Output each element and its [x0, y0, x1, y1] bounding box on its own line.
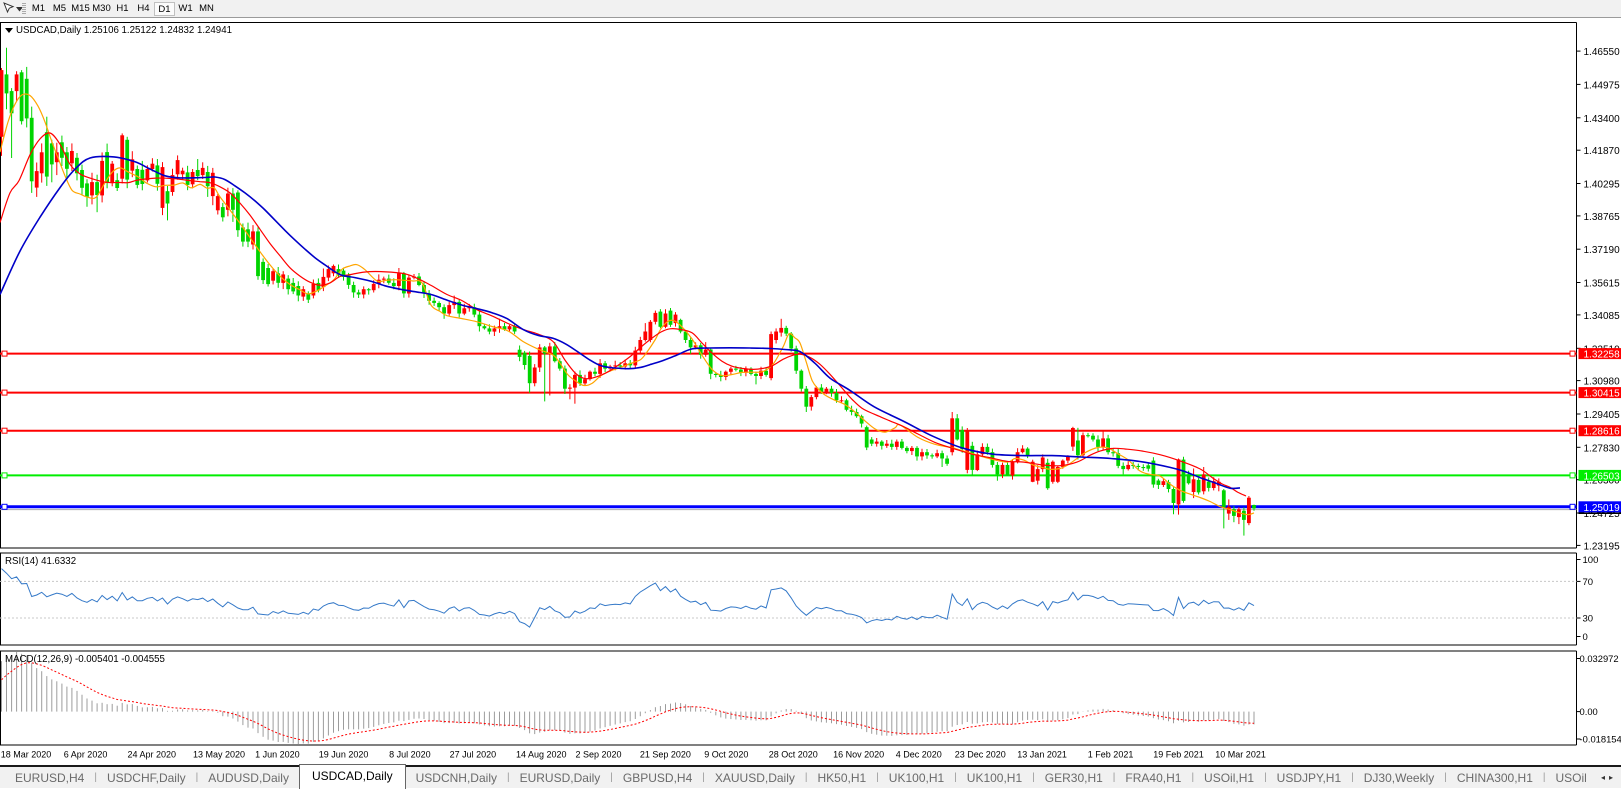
svg-text:-0.018154: -0.018154 — [1580, 734, 1621, 745]
svg-text:1.41870: 1.41870 — [1584, 146, 1621, 157]
svg-text:1.38765: 1.38765 — [1584, 212, 1621, 223]
svg-text:100: 100 — [1583, 555, 1599, 566]
svg-text:RSI(14) 41.6332: RSI(14) 41.6332 — [5, 556, 76, 567]
svg-text:MACD(12,26,9) -0.005401 -0.004: MACD(12,26,9) -0.005401 -0.004555 — [5, 654, 165, 665]
svg-text:1.28616: 1.28616 — [1584, 427, 1621, 438]
svg-text:6 Apr 2020: 6 Apr 2020 — [64, 750, 108, 760]
svg-text:1.25019: 1.25019 — [1584, 503, 1621, 514]
svg-text:13 May 2020: 13 May 2020 — [193, 750, 245, 760]
svg-text:23 Dec 2020: 23 Dec 2020 — [955, 750, 1006, 760]
svg-text:16 Nov 2020: 16 Nov 2020 — [833, 750, 884, 760]
svg-text:1.32258: 1.32258 — [1584, 350, 1621, 361]
svg-text:2 Sep 2020: 2 Sep 2020 — [576, 750, 622, 760]
svg-text:1.46550: 1.46550 — [1584, 47, 1621, 58]
svg-text:10 Mar 2021: 10 Mar 2021 — [1215, 750, 1266, 760]
svg-text:1.37190: 1.37190 — [1584, 245, 1621, 256]
svg-text:8 Jul 2020: 8 Jul 2020 — [389, 750, 431, 760]
svg-text:24 Apr 2020: 24 Apr 2020 — [128, 750, 177, 760]
svg-text:1.27830: 1.27830 — [1584, 443, 1621, 454]
svg-text:0: 0 — [1583, 632, 1588, 643]
svg-text:1.26503: 1.26503 — [1584, 471, 1621, 482]
svg-text:30: 30 — [1583, 614, 1594, 625]
svg-text:70: 70 — [1583, 577, 1594, 588]
svg-text:9 Oct 2020: 9 Oct 2020 — [704, 750, 748, 760]
svg-text:28 Oct 2020: 28 Oct 2020 — [769, 750, 818, 760]
svg-text:18 Mar 2020: 18 Mar 2020 — [1, 750, 52, 760]
svg-text:19 Jun 2020: 19 Jun 2020 — [319, 750, 369, 760]
svg-text:1.29405: 1.29405 — [1584, 410, 1621, 421]
svg-text:1 Jun 2020: 1 Jun 2020 — [255, 750, 300, 760]
svg-text:1.43400: 1.43400 — [1584, 114, 1621, 125]
svg-text:1.30415: 1.30415 — [1584, 389, 1621, 400]
svg-text:USDCAD,Daily 1.25106 1.25122: USDCAD,Daily 1.25106 1.25122 1.24832 1.2… — [16, 25, 232, 36]
svg-text:1.30980: 1.30980 — [1584, 377, 1621, 388]
svg-text:27 Jul 2020: 27 Jul 2020 — [450, 750, 497, 760]
svg-text:1.23195: 1.23195 — [1584, 541, 1621, 552]
svg-text:1.34085: 1.34085 — [1584, 311, 1621, 322]
svg-text:1.44975: 1.44975 — [1584, 80, 1621, 91]
svg-text:21 Sep 2020: 21 Sep 2020 — [640, 750, 691, 760]
svg-text:14 Aug 2020: 14 Aug 2020 — [516, 750, 567, 760]
svg-text:1.35615: 1.35615 — [1584, 279, 1621, 290]
svg-text:13 Jan 2021: 13 Jan 2021 — [1017, 750, 1067, 760]
svg-text:1 Feb 2021: 1 Feb 2021 — [1088, 750, 1134, 760]
svg-text:0.00: 0.00 — [1580, 706, 1598, 717]
svg-text:19 Feb 2021: 19 Feb 2021 — [1153, 750, 1204, 760]
svg-text:1.40295: 1.40295 — [1584, 180, 1621, 191]
svg-text:4 Dec 2020: 4 Dec 2020 — [896, 750, 942, 760]
svg-text:0.032972: 0.032972 — [1580, 653, 1619, 664]
